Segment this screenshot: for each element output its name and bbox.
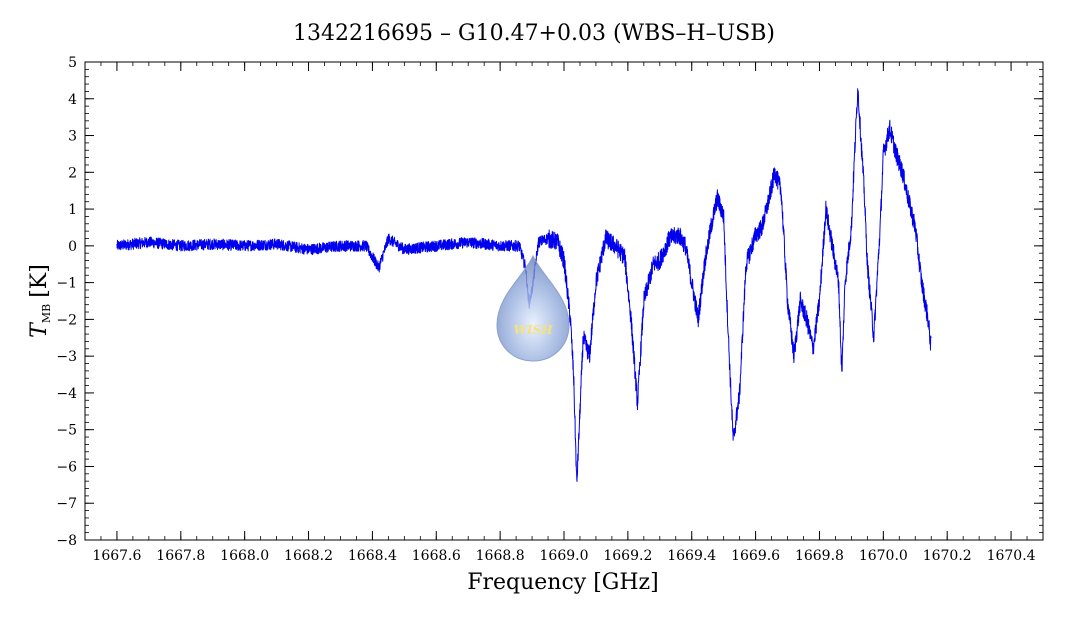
wish-logo: WISH [496, 254, 570, 362]
y-axis-label-unit: [K] [27, 264, 52, 298]
x-tick-label: 1668.2 [284, 548, 333, 564]
x-axis-label: Frequency [GHz] [467, 570, 659, 595]
y-tick-label: −4 [56, 386, 77, 402]
svg-text:TMB[K]: TMB [K] [27, 264, 53, 338]
y-axis-label-subscript: MB [40, 304, 53, 323]
y-axis-label-symbol: T [27, 321, 52, 338]
x-tick-label: 1668.4 [348, 548, 397, 564]
y-tick-label: 1 [68, 202, 77, 218]
x-tick-label: 1670.4 [987, 548, 1036, 564]
y-tick-label: 0 [68, 239, 77, 255]
x-tick-label: 1670.2 [923, 548, 972, 564]
x-tick-label: 1667.8 [156, 548, 205, 564]
x-tick-label: 1669.8 [795, 548, 844, 564]
y-tick-label: −5 [56, 423, 77, 439]
plot-frame [84, 61, 1044, 541]
x-tick-label: 1669.2 [603, 548, 652, 564]
x-tick-label: 1668.6 [412, 548, 461, 564]
x-tick-label: 1667.6 [92, 548, 141, 564]
water-drop-icon [496, 254, 570, 362]
x-tick-label: 1669.4 [667, 548, 716, 564]
y-tick-label: −8 [56, 533, 77, 549]
spectrum-line [116, 88, 932, 482]
chart-title: 1342216695 – G10.47+0.03 (WBS–H–USB) [293, 21, 775, 46]
x-tick-label: 1670.0 [859, 548, 908, 564]
y-tick-label: −7 [56, 496, 77, 512]
plot-layer: 1667.6 1667.8 1668.0 1668.2 1668.4 1668.6 1668… [56, 55, 1044, 564]
y-tick-label: −6 [56, 459, 77, 475]
y-axis-label: TMB [K] [27, 264, 53, 338]
y-tick-label: 5 [68, 55, 77, 71]
y-tick-label: −3 [56, 349, 77, 365]
x-tick-label: 1669.6 [731, 548, 780, 564]
y-tick-label: 4 [68, 92, 77, 108]
y-tick-label: 2 [68, 165, 77, 181]
x-tick-label: 1669.0 [540, 548, 589, 564]
y-tick-label: −2 [56, 312, 77, 328]
x-tick-label: 1668.8 [476, 548, 525, 564]
y-tick-label: −1 [56, 276, 77, 292]
y-tick-label: 3 [68, 129, 77, 145]
wish-logo-text: WISH [513, 323, 553, 337]
x-tick-label: 1668.0 [220, 548, 269, 564]
